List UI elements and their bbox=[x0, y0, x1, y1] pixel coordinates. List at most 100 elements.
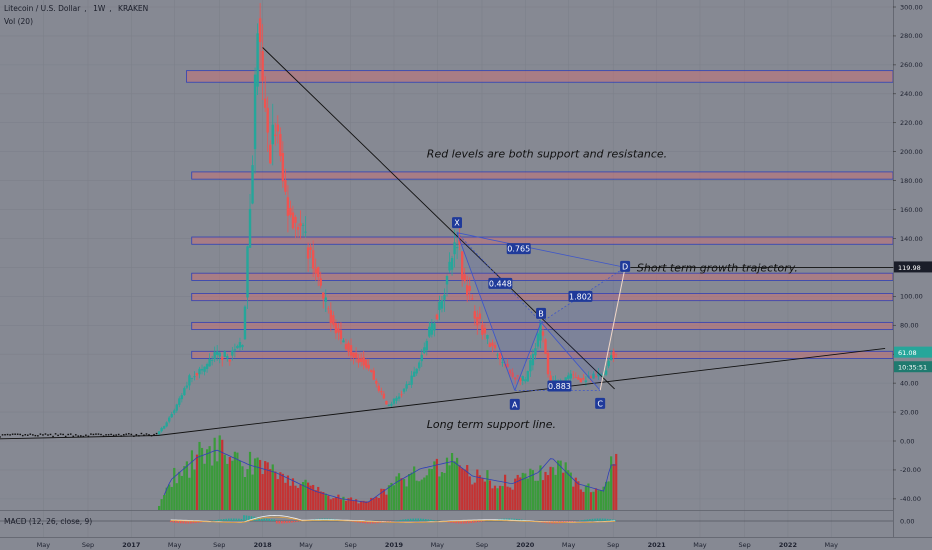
volume-bar bbox=[536, 480, 540, 510]
candle-body bbox=[450, 258, 454, 270]
candle-body bbox=[42, 434, 44, 436]
candle-body bbox=[589, 376, 593, 378]
price-tick-label: 0.00 bbox=[900, 437, 914, 445]
candle-body bbox=[584, 380, 588, 383]
time-tick-label: May bbox=[37, 541, 51, 549]
volume-bar bbox=[322, 492, 325, 510]
volume-bar bbox=[569, 472, 572, 510]
candle-body bbox=[236, 345, 239, 349]
macd-histogram-bar bbox=[432, 519, 435, 521]
candle-body bbox=[274, 134, 277, 137]
candle-body bbox=[87, 435, 90, 437]
macd-histogram-bar bbox=[180, 521, 182, 524]
time-axis[interactable]: May Sep 2017 May Sep 2018 May Sep 2019 May Sep 2020… bbox=[0, 537, 932, 550]
volume-bar bbox=[410, 472, 413, 510]
candle-body bbox=[513, 377, 517, 380]
macd-histogram-bar bbox=[450, 521, 452, 523]
volume-bar bbox=[246, 469, 249, 510]
candle-body bbox=[317, 267, 320, 278]
price-axis[interactable]: 300.00 280.00 260.00 240.00 220.00 200.00 180.… bbox=[893, 0, 932, 537]
volume-bar bbox=[564, 462, 567, 510]
candle-body bbox=[276, 124, 279, 132]
macd-histogram-bar bbox=[599, 518, 601, 521]
volume-bar bbox=[231, 460, 234, 510]
volume-bar bbox=[337, 494, 340, 510]
volume-bar bbox=[589, 492, 593, 510]
symbol-legend[interactable]: Litecoin / U.S. Dollar, 1W, KRAKEN bbox=[4, 4, 149, 13]
macd-histogram-bar bbox=[430, 519, 432, 521]
candle-body bbox=[387, 404, 391, 406]
macd-histogram-bar bbox=[240, 518, 243, 521]
candle-body bbox=[412, 371, 416, 377]
macd-histogram-bar bbox=[250, 516, 253, 521]
macd-histogram-bar bbox=[238, 518, 240, 521]
candle-body bbox=[433, 323, 436, 331]
volume-bar bbox=[284, 482, 287, 510]
candle-body bbox=[344, 344, 348, 350]
volume-bar bbox=[471, 484, 474, 510]
candle-body bbox=[498, 353, 502, 360]
macd-legend[interactable]: MACD (12, 26, close, 9) bbox=[4, 517, 93, 526]
candle-body bbox=[536, 333, 540, 347]
candle-body bbox=[37, 435, 39, 437]
macd-histogram-bar bbox=[278, 521, 281, 524]
price-tick-label: 80.00 bbox=[900, 322, 919, 330]
volume-bar bbox=[430, 468, 433, 510]
volume-bar bbox=[584, 485, 588, 510]
volume-bar bbox=[195, 454, 199, 510]
macd-pane bbox=[0, 510, 932, 524]
candle-body bbox=[440, 300, 444, 309]
macd-histogram-bar bbox=[187, 521, 190, 524]
volume-bar bbox=[319, 491, 322, 510]
candle-body bbox=[582, 378, 585, 380]
time-tick-label: Sep bbox=[213, 541, 225, 549]
volume-bar bbox=[281, 473, 284, 510]
pattern-ratio: 0.448 bbox=[489, 279, 512, 288]
volume-bar bbox=[466, 465, 469, 510]
volume-bar bbox=[402, 479, 406, 510]
macd-histogram-bar bbox=[263, 518, 265, 521]
pattern-point-x: X bbox=[454, 219, 460, 228]
candle-body bbox=[289, 207, 292, 216]
volume-bar bbox=[440, 472, 444, 510]
candle-body bbox=[471, 298, 474, 300]
candle-body bbox=[105, 434, 107, 436]
time-tick-label: Sep bbox=[738, 541, 750, 549]
candle-body bbox=[430, 323, 434, 335]
volume-legend[interactable]: Vol (20) bbox=[4, 17, 34, 26]
candle-body bbox=[203, 366, 206, 372]
volume-bar bbox=[433, 461, 436, 510]
macd-histogram-bar bbox=[275, 521, 278, 524]
volume-bar bbox=[301, 482, 305, 510]
volume-bar bbox=[405, 486, 408, 510]
macd-histogram-bar bbox=[366, 521, 369, 524]
candle-body bbox=[364, 359, 368, 368]
volume-bar bbox=[456, 457, 459, 510]
volume-bar bbox=[347, 498, 350, 510]
candle-body bbox=[165, 422, 168, 427]
candle-body bbox=[155, 432, 158, 435]
pattern-xb-line bbox=[456, 232, 542, 323]
volume-bar bbox=[264, 461, 267, 510]
volume-bar bbox=[486, 470, 489, 510]
price-tick-label: 180.00 bbox=[900, 177, 923, 185]
volume-bar bbox=[233, 451, 236, 510]
candle-body bbox=[352, 352, 355, 358]
candle-body bbox=[407, 383, 411, 385]
macd-histogram-bar bbox=[404, 519, 407, 521]
candle-body bbox=[569, 373, 572, 379]
candle-body bbox=[531, 353, 535, 366]
candle-body bbox=[173, 410, 176, 414]
volume-bar bbox=[473, 482, 476, 510]
candle-body bbox=[284, 180, 287, 192]
candle-body bbox=[85, 434, 87, 436]
pattern-fill-bcd bbox=[541, 267, 626, 391]
candle-body bbox=[607, 360, 610, 367]
pattern-point-b: B bbox=[538, 309, 544, 318]
macd-histogram-bar bbox=[515, 518, 518, 521]
candle-body bbox=[115, 434, 117, 436]
macd-histogram-bar bbox=[215, 520, 217, 521]
volume-bar bbox=[579, 489, 582, 510]
macd-histogram-bar bbox=[412, 518, 414, 521]
